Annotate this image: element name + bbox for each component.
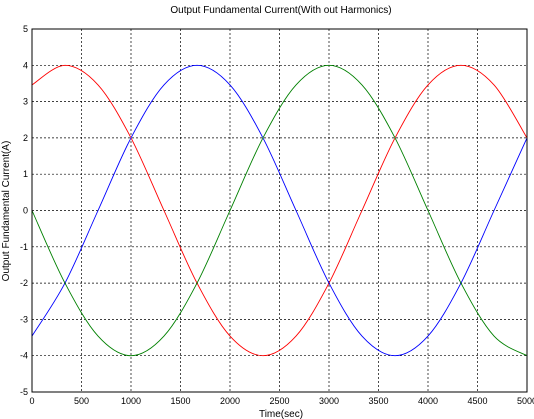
y-tick-label: -1 xyxy=(20,242,28,252)
series-group xyxy=(31,64,528,357)
x-tick-label: 2500 xyxy=(269,396,289,406)
y-tick-label: 3 xyxy=(23,97,28,107)
x-tick-label: 3500 xyxy=(368,396,388,406)
series-line-3 xyxy=(31,64,528,357)
y-tick-label: -4 xyxy=(20,351,28,361)
plot-frame xyxy=(31,28,528,393)
x-axis-label: Time(sec) xyxy=(259,409,303,419)
x-tick-label: 4500 xyxy=(467,396,487,406)
y-tick-labels: -5 -4 -3 -2 -1 0 1 2 3 4 5 xyxy=(20,24,28,397)
x-tick-label: 1500 xyxy=(170,396,190,406)
x-tick-label: 1000 xyxy=(121,396,141,406)
x-tick-label: 500 xyxy=(74,396,89,406)
x-tick-label: 3000 xyxy=(319,396,339,406)
y-tick-label: 2 xyxy=(23,133,28,143)
y-tick-label: -2 xyxy=(20,278,28,288)
y-tick-label: 0 xyxy=(23,206,28,216)
x-tick-label: 2000 xyxy=(220,396,240,406)
series-line-1 xyxy=(31,64,528,357)
y-tick-label: -3 xyxy=(20,314,28,324)
x-tick-labels: 0 500 1000 1500 2000 2500 3000 3500 4000 4500 5000 xyxy=(29,396,534,406)
x-tick-label: 4000 xyxy=(418,396,438,406)
x-tick-label: 5000 xyxy=(517,396,534,406)
y-axis-label: Output Fundamental Current(A) xyxy=(1,141,12,282)
y-tick-label: -5 xyxy=(20,387,28,397)
y-tick-label: 5 xyxy=(23,24,28,34)
chart-title: Output Fundamental Current(With out Harm… xyxy=(170,5,391,16)
x-tick-label: 0 xyxy=(29,396,34,406)
y-tick-label: 4 xyxy=(23,60,28,70)
series-line-2 xyxy=(31,64,528,357)
y-tick-label: 1 xyxy=(23,169,28,179)
grid xyxy=(32,29,527,392)
